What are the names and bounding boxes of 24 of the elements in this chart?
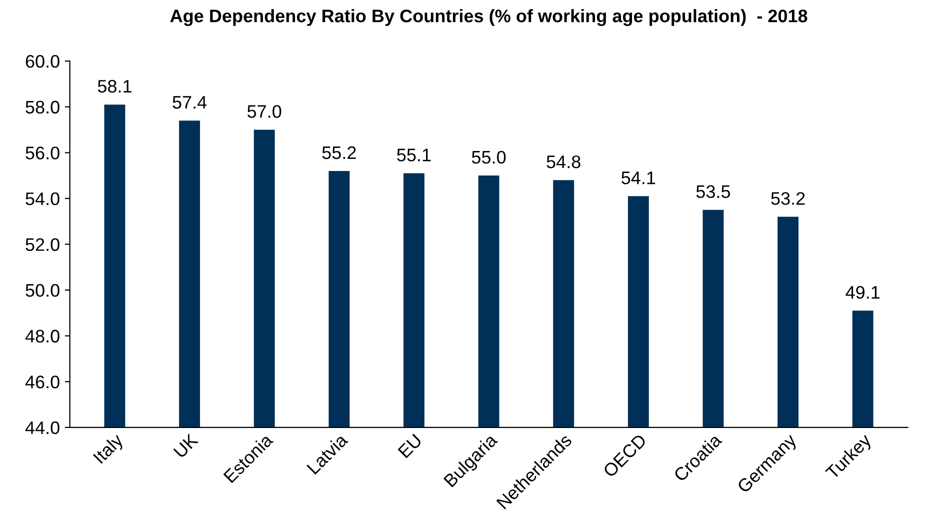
y-tick-label: 50.0 (26, 284, 60, 297)
data-label: 55.1 (397, 148, 431, 162)
x-tick-label: UK (173, 432, 199, 458)
y-tick-label: 48.0 (25, 330, 60, 343)
data-label: 53.5 (696, 185, 730, 198)
data-label: 55.0 (472, 150, 506, 164)
x-tick-label: EU (398, 434, 422, 458)
data-label: 54.1 (622, 172, 656, 184)
data-label: 53.2 (771, 192, 805, 205)
data-label: 57.4 (172, 96, 207, 109)
data-label: 57.0 (247, 105, 282, 118)
y-tick-label: 46.0 (25, 376, 60, 388)
data-label: 58.1 (98, 80, 132, 93)
y-tick-label: 44.0 (25, 421, 60, 434)
y-tick-label: 52.0 (26, 238, 60, 251)
y-tick-label: 60.0 (26, 55, 60, 68)
y-tick-label: 54.0 (26, 192, 60, 206)
x-tick-label: Italy (92, 432, 127, 466)
data-label: 54.8 (546, 155, 580, 168)
data-label: 49.1 (846, 286, 880, 299)
y-tick-label: 58.0 (26, 100, 60, 114)
y-tick-label: 56.0 (26, 146, 60, 160)
chart-title: Age Dependency Ratio By Countries (% of working age population) - 2018 (170, 9, 808, 26)
data-label: 55.2 (322, 146, 356, 160)
